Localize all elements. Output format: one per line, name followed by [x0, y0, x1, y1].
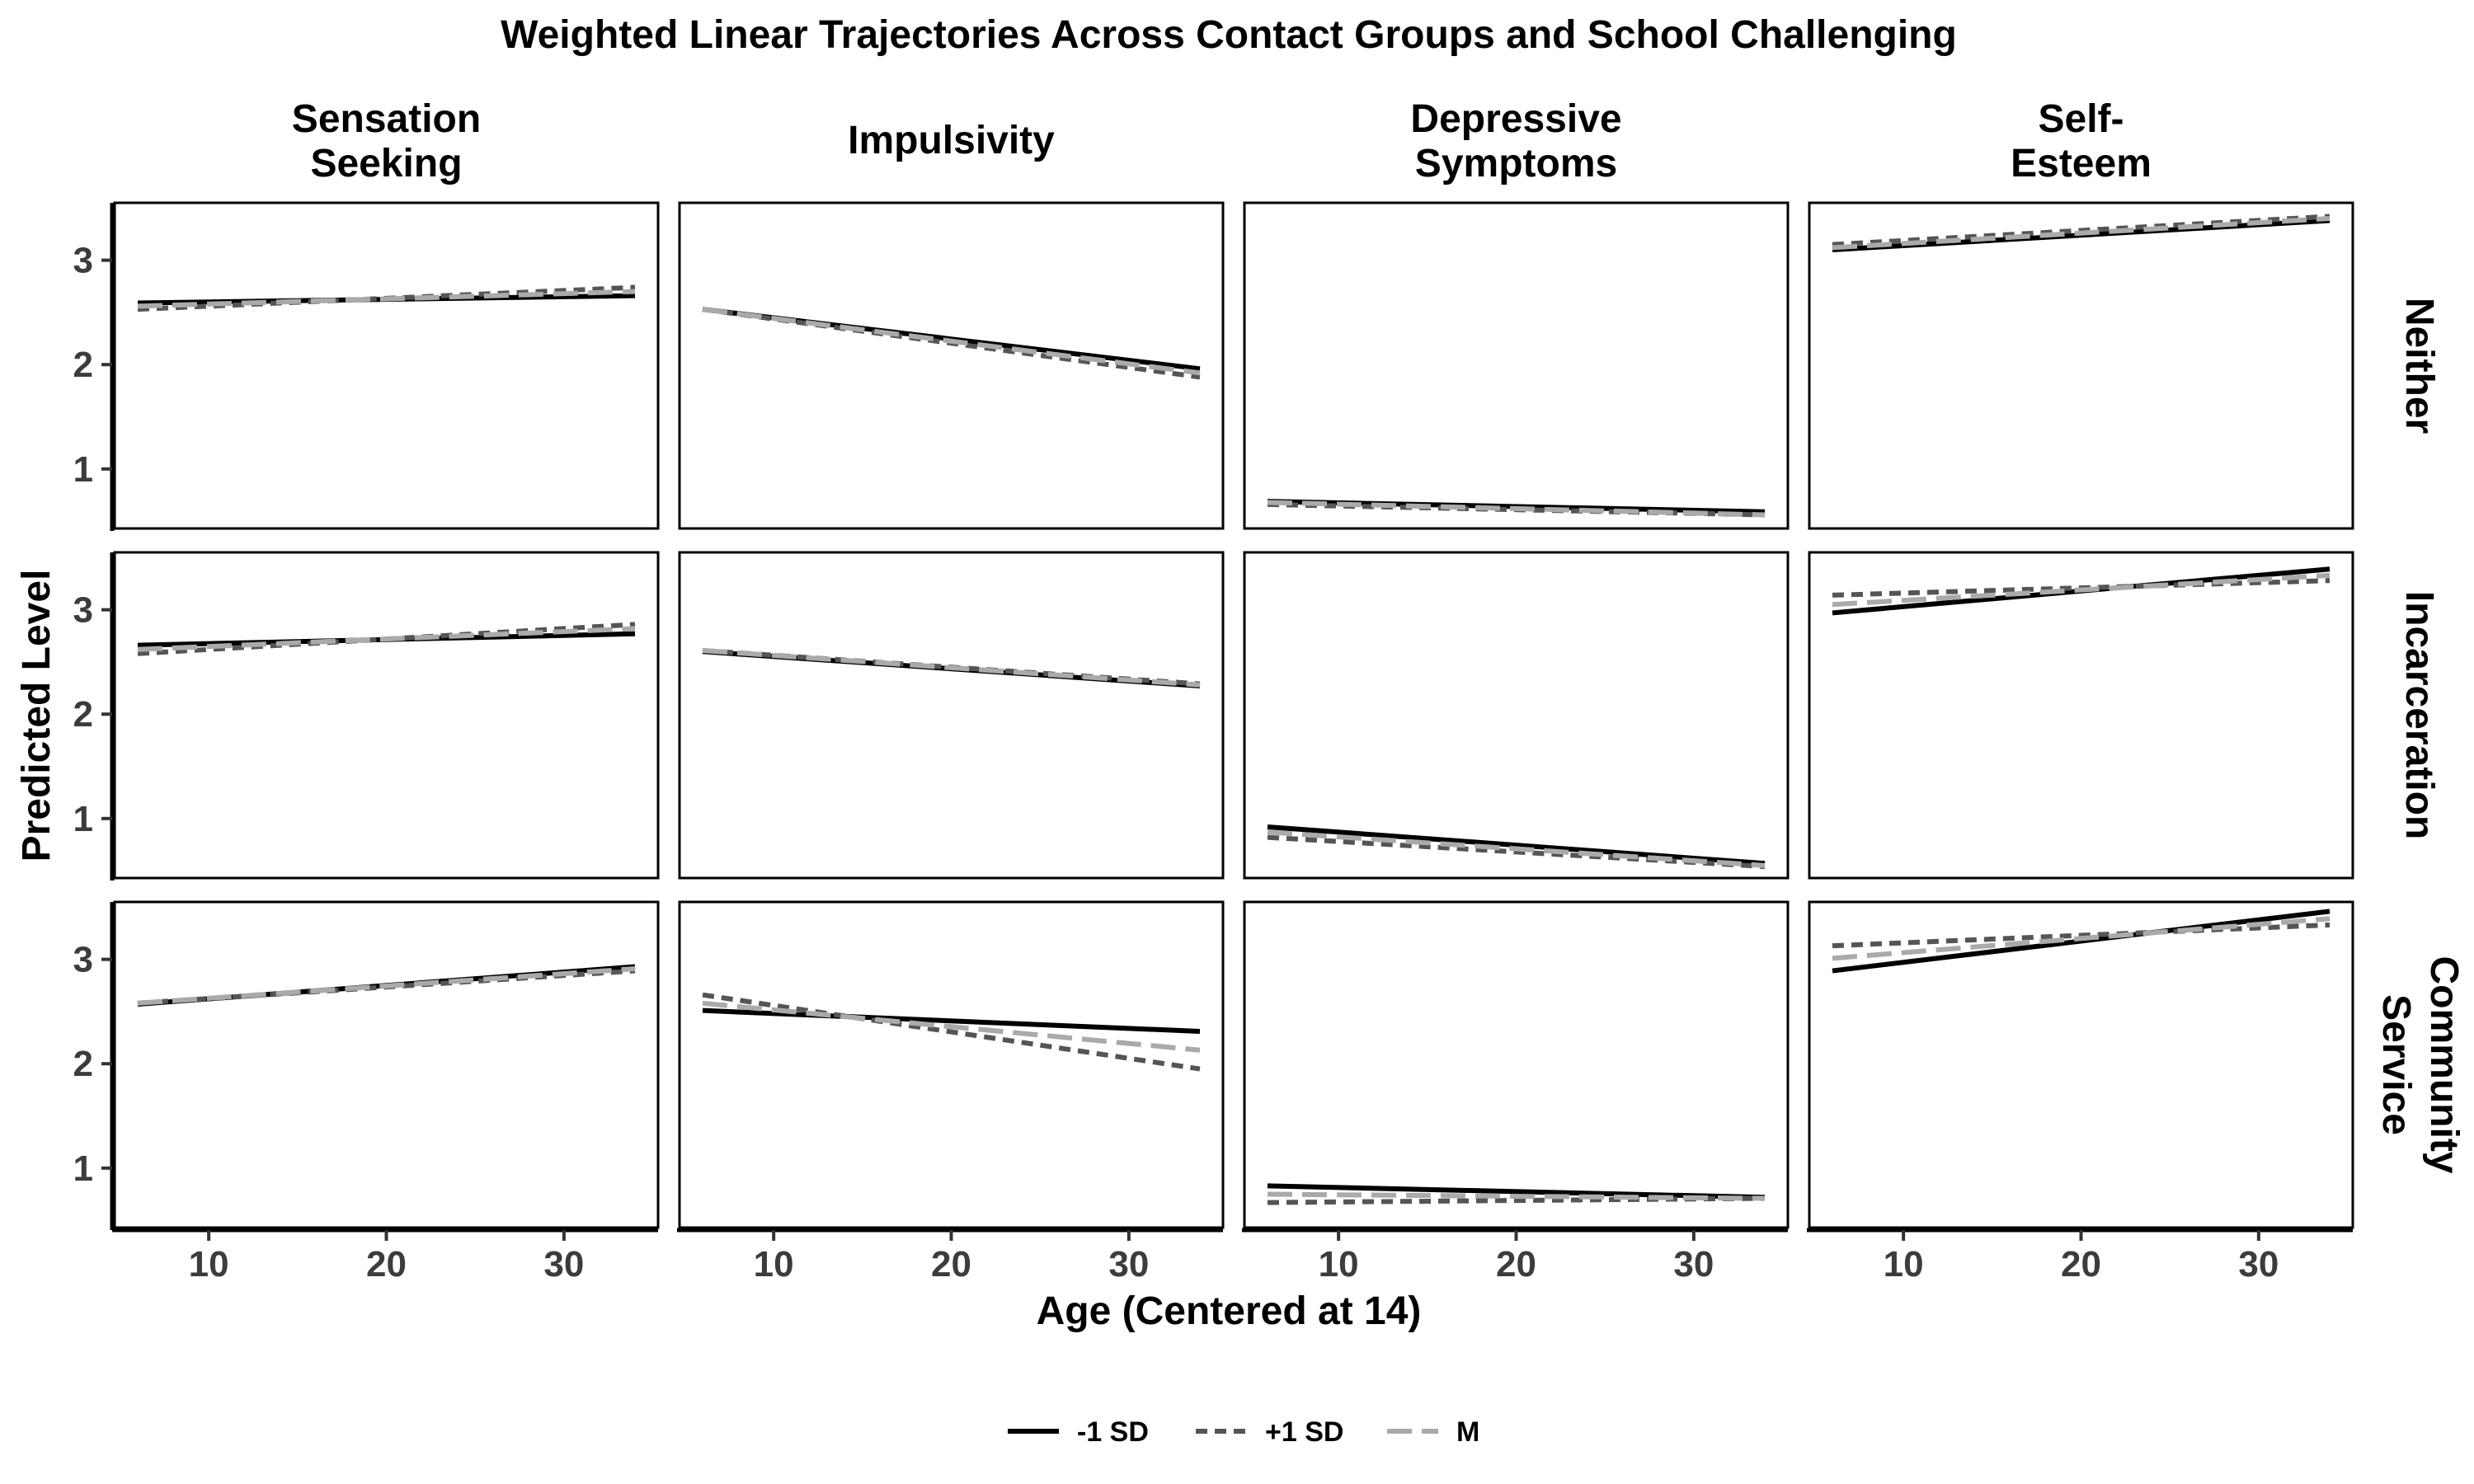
legend: -1 SD +1 SD M: [1008, 1416, 1479, 1448]
panel-incarceration-dep: [1243, 551, 1790, 880]
row-label-community_service-line-1: Community: [2422, 956, 2466, 1174]
row-label-incarceration: Incarceration: [2397, 591, 2441, 839]
x-axis-imp: 10 20 30: [677, 1228, 1223, 1284]
series-line-mean: [137, 626, 636, 652]
x-tick-label: 20: [1496, 1244, 1536, 1284]
x-tick-label: 20: [931, 1244, 971, 1284]
series-line-mean: [137, 289, 636, 309]
series-line-mean: [1832, 215, 2331, 251]
series-line-plus1sd: [702, 992, 1201, 1072]
series-line-plus1sd: [1267, 1195, 1766, 1205]
legend-label-mean: M: [1456, 1416, 1479, 1448]
x-tick-label: 10: [754, 1244, 794, 1284]
column-label-se-line-1: Self-: [2038, 97, 2124, 141]
series-line-mean: [702, 1000, 1201, 1053]
panel-border: [1243, 900, 1790, 1229]
legend-label-minus1sd: -1 SD: [1077, 1416, 1149, 1448]
panel-community_service-imp: [678, 900, 1225, 1229]
y-tick-label: 1: [73, 799, 93, 839]
y-tick-label: 2: [73, 694, 93, 735]
x-tick-label: 30: [1108, 1244, 1149, 1284]
x-tick-label: 10: [1884, 1244, 1924, 1284]
facet-panels: [113, 201, 2354, 1229]
y-tick-label: 2: [73, 1044, 93, 1084]
y-axes: 1 2 3 1 2 3 1 2 3: [73, 203, 115, 1230]
x-axis-se: 10 20 30: [1807, 1228, 2353, 1284]
y-tick-label: 1: [73, 1148, 93, 1189]
y-axis-neither: 1 2 3: [73, 203, 115, 531]
column-label-ss-line-2: Seeking: [310, 142, 462, 186]
x-axes: 10 20 30 10 20 30 10 20 30 10 20 30: [112, 1228, 2353, 1284]
x-tick-label: 20: [2061, 1244, 2101, 1284]
column-label-se-line-2: Esteem: [2011, 142, 2152, 186]
legend-label-plus1sd: +1 SD: [1265, 1416, 1343, 1448]
x-tick-label: 30: [1673, 1244, 1714, 1284]
y-axis-title: Predicted Level: [15, 570, 59, 862]
panel-border: [113, 201, 660, 530]
y-tick-label: 3: [73, 590, 93, 631]
panel-incarceration-ss: [113, 551, 660, 880]
series-line-minus1sd: [1267, 1183, 1766, 1200]
x-tick-label: 30: [2238, 1244, 2279, 1284]
series-line-mean: [137, 966, 636, 1006]
chart-title: Weighted Linear Trajectories Across Cont…: [501, 13, 1957, 57]
panel-border: [113, 551, 660, 880]
series-line-mean: [1832, 572, 2331, 608]
panel-incarceration-imp: [678, 551, 1225, 880]
panel-community_service-ss: [113, 900, 660, 1229]
y-axis-incarceration: 1 2 3: [73, 552, 115, 881]
y-tick-label: 3: [73, 241, 93, 281]
panel-border: [1808, 201, 2354, 530]
panel-community_service-se: [1808, 900, 2354, 1229]
column-label-dep-line-1: Depressive: [1410, 97, 1621, 141]
panel-neither-se: [1808, 201, 2354, 530]
legend-item-plus1sd: +1 SD: [1196, 1416, 1343, 1448]
panel-community_service-dep: [1243, 900, 1790, 1229]
panel-border: [678, 551, 1225, 880]
series-line-minus1sd: [1832, 909, 2331, 974]
y-axis-community_service: 1 2 3: [73, 902, 115, 1230]
series-line-plus1sd: [1267, 834, 1766, 870]
x-tick-label: 20: [366, 1244, 407, 1284]
series-line-mean: [1267, 829, 1766, 868]
panel-neither-ss: [113, 201, 660, 530]
panel-border: [113, 900, 660, 1229]
panel-border: [1808, 900, 2354, 1229]
column-label-dep-line-2: Symptoms: [1415, 142, 1617, 186]
legend-item-minus1sd: -1 SD: [1008, 1416, 1149, 1448]
series-line-mean: [702, 648, 1201, 688]
panel-border: [678, 900, 1225, 1229]
series-line-mean: [1832, 916, 2331, 961]
legend-item-mean: M: [1387, 1416, 1479, 1448]
panel-border: [678, 201, 1225, 530]
x-axis-title: Age (Centered at 14): [1037, 1289, 1422, 1333]
panel-incarceration-se: [1808, 551, 2354, 880]
series-line-mean: [1267, 1191, 1766, 1201]
x-tick-label: 10: [1319, 1244, 1359, 1284]
y-tick-label: 3: [73, 940, 93, 980]
series-line-plus1sd: [1832, 922, 2331, 949]
x-axis-ss: 10 20 30: [112, 1228, 658, 1284]
panel-border: [1243, 201, 1790, 530]
panel-neither-dep: [1243, 201, 1790, 530]
row-label-neither: Neither: [2397, 298, 2441, 434]
series-line-minus1sd: [702, 1007, 1201, 1034]
x-tick-label: 30: [543, 1244, 584, 1284]
row-label-community_service-line-2: Service: [2374, 994, 2418, 1135]
panel-neither-imp: [678, 201, 1225, 530]
x-tick-label: 10: [189, 1244, 229, 1284]
series-line-plus1sd: [1832, 214, 2331, 247]
panel-border: [1243, 551, 1790, 880]
x-axis-dep: 10 20 30: [1242, 1228, 1788, 1284]
y-tick-label: 2: [73, 345, 93, 385]
column-label-imp: Impulsivity: [848, 119, 1055, 162]
y-tick-label: 1: [73, 449, 93, 490]
series-line-minus1sd: [1267, 824, 1766, 866]
column-label-ss-line-1: Sensation: [292, 97, 481, 141]
series-line-mean: [702, 307, 1201, 376]
series-line-mean: [1267, 500, 1766, 518]
